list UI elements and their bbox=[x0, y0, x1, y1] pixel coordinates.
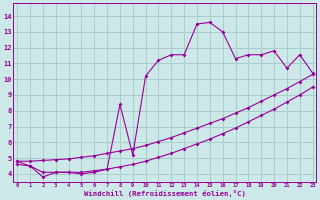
X-axis label: Windchill (Refroidissement éolien,°C): Windchill (Refroidissement éolien,°C) bbox=[84, 190, 246, 197]
